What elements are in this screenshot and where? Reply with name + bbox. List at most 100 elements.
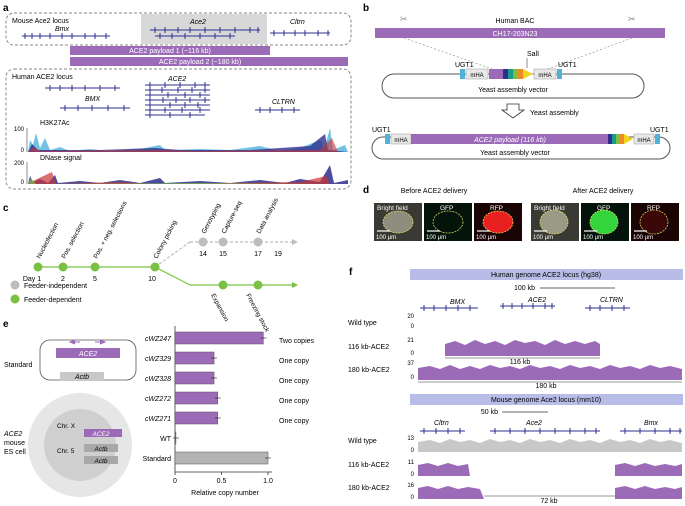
mouse-locus-label: Mouse Ace2 locus: [12, 18, 69, 25]
category-label-cwz328: cWZ328: [145, 376, 171, 383]
category-label-standard: Standard: [143, 456, 172, 463]
svg-text:One copy: One copy: [279, 378, 309, 385]
bar-cwz329: [174, 351, 215, 365]
svg-text:0: 0: [411, 495, 415, 501]
f-human-gene-tracks: [420, 303, 630, 311]
scale-labels-d: 100 μm 100 μm 100 μm 100 μm 100 μm 100 μm: [376, 235, 653, 241]
standard-ace2: ACE2: [78, 351, 97, 358]
panel-label-b: b: [363, 3, 369, 14]
svg-text:17: 17: [254, 251, 262, 258]
human-locus-label: Human ACE2 locus: [12, 74, 73, 81]
svg-text:180 kb-ACE2: 180 kb-ACE2: [348, 485, 390, 492]
f-mouse-ticks: 13 0 11 0 16 0: [407, 436, 414, 501]
svg-text:Genotyping: Genotyping: [201, 202, 223, 235]
svg-text:100 μm: 100 μm: [476, 235, 496, 241]
x-tick-label: 1.0: [263, 478, 273, 485]
copy-number-chart: cWZ247 cWZ329 cWZ328 cWZ272 cWZ271 WT Standard…: [143, 326, 273, 485]
ugt1-right-label: UGT1: [558, 62, 577, 69]
svg-text:100 μm: 100 μm: [376, 235, 396, 241]
svg-text:Pos. selection: Pos. selection: [61, 221, 86, 260]
human-exon-ticks: [49, 82, 295, 118]
scale-mouse: 50 kb: [481, 409, 498, 416]
len180-label: 180 kb: [535, 383, 556, 390]
svg-text:0: 0: [411, 448, 415, 454]
mouse-exon-ticks: [24, 27, 329, 39]
svg-text:5: 5: [93, 276, 97, 283]
chrx-label: Chr. X: [57, 423, 76, 430]
payload-bar-large: [411, 134, 608, 144]
ugt1-right-large: UGT1: [650, 127, 669, 134]
human-header: Human genome ACE2 locus (hg38): [491, 272, 601, 279]
track1-label: H3K27Ac: [40, 120, 70, 127]
category-label-cwz271: cWZ271: [145, 416, 171, 423]
svg-text:Expansion: Expansion: [209, 293, 230, 323]
category-label-wt: WT: [160, 436, 172, 443]
svg-text:100 μm: 100 μm: [633, 235, 653, 241]
track2-label: DNase signal: [40, 155, 82, 162]
svg-text:Nucleofection: Nucleofection: [36, 222, 61, 260]
cell-ace2: ACE2: [92, 431, 110, 438]
gene-ace2-label: Ace2: [189, 19, 206, 26]
svg-text:Data analysis: Data analysis: [256, 197, 281, 235]
svg-text:180 kb-ACE2: 180 kb-ACE2: [348, 367, 390, 374]
cell-actb-1: Actb: [93, 446, 107, 453]
bar-cwz328: [174, 371, 215, 385]
chr5-label: Chr. 5: [57, 448, 75, 455]
chart-e-xlabel: Relative copy number: [191, 490, 259, 497]
payload-label-large: ACE2 payload (116 kb): [473, 137, 546, 144]
gene-bmx-label: Bmx: [55, 26, 70, 33]
human-locus-box: [5, 68, 352, 190]
bac-title: Human BAC: [496, 18, 535, 25]
category-label-cwz247: cWZ247: [145, 336, 172, 343]
svg-text:Bright field: Bright field: [377, 205, 408, 212]
svg-text:116 kb-ACE2: 116 kb-ACE2: [348, 462, 389, 469]
f-gene-ace2: ACE2: [527, 297, 546, 304]
bac-id: CH17-203N23: [493, 31, 538, 38]
cell-label-2: mouse: [4, 440, 25, 447]
primer-arrows-icon: [68, 339, 107, 345]
vector-label-small: Yeast assembly vector: [478, 87, 548, 94]
svg-text:Freezing stock: Freezing stock: [244, 293, 270, 334]
mha-left-large: mHA: [394, 138, 407, 144]
micrograph-before: [374, 203, 522, 241]
svg-text:Bright field: Bright field: [534, 205, 565, 212]
f-gene-cltrn-m: Cltrn: [434, 420, 449, 427]
svg-text:Colony picking: Colony picking: [153, 219, 179, 260]
panel-label-c: c: [3, 203, 9, 214]
cell-label-3: ES cell: [4, 449, 26, 456]
payload1-label: ACE2 payload 1 (~116 kb): [129, 48, 211, 55]
svg-text:RFP: RFP: [490, 205, 503, 212]
svg-text:100 μm: 100 μm: [533, 235, 553, 241]
ugt1-left-large: UGT1: [372, 127, 391, 134]
scissors-left-icon: ✂: [400, 14, 408, 24]
mha-right-large: mHA: [637, 138, 650, 144]
f-human-coverage: [418, 340, 682, 380]
scale-human: 100 kb: [514, 285, 535, 292]
micrograph-after: [531, 203, 679, 241]
human-gene-cltrn-label: CLTRN: [272, 99, 296, 106]
f-gene-bmx: BMX: [450, 299, 466, 306]
track2-signal: [28, 165, 348, 184]
micrograph-channel-labels: Bright field GFP RFP Bright field GFP RF…: [377, 205, 660, 212]
track1-tick-min: 0: [21, 148, 25, 154]
bar-cwz247: [174, 331, 264, 345]
legend-feeder-dependent-dot: [10, 294, 20, 304]
legend-feeder-independent-dot: [10, 280, 20, 290]
track1-signal: [28, 128, 348, 152]
assembly-arrow-icon: [500, 103, 526, 119]
svg-text:0: 0: [411, 472, 415, 478]
f-mouse-gene-tracks: [420, 428, 682, 434]
svg-text:GFP: GFP: [440, 205, 453, 212]
svg-text:Two copies: Two copies: [279, 338, 315, 345]
bar-cwz271: [174, 411, 219, 425]
svg-text:100 μm: 100 μm: [426, 235, 446, 241]
category-label-cwz329: cWZ329: [145, 356, 171, 363]
svg-text:2: 2: [61, 276, 65, 283]
human-gene-tracks: [45, 84, 300, 116]
panel-label-d: d: [363, 185, 369, 196]
track2-tick-max: 200: [14, 161, 25, 167]
svg-text:0: 0: [411, 351, 415, 357]
before-label: Before ACE2 delivery: [401, 188, 468, 195]
svg-text:13: 13: [407, 436, 414, 442]
gene-cltrn-label: Cltrn: [290, 19, 305, 26]
